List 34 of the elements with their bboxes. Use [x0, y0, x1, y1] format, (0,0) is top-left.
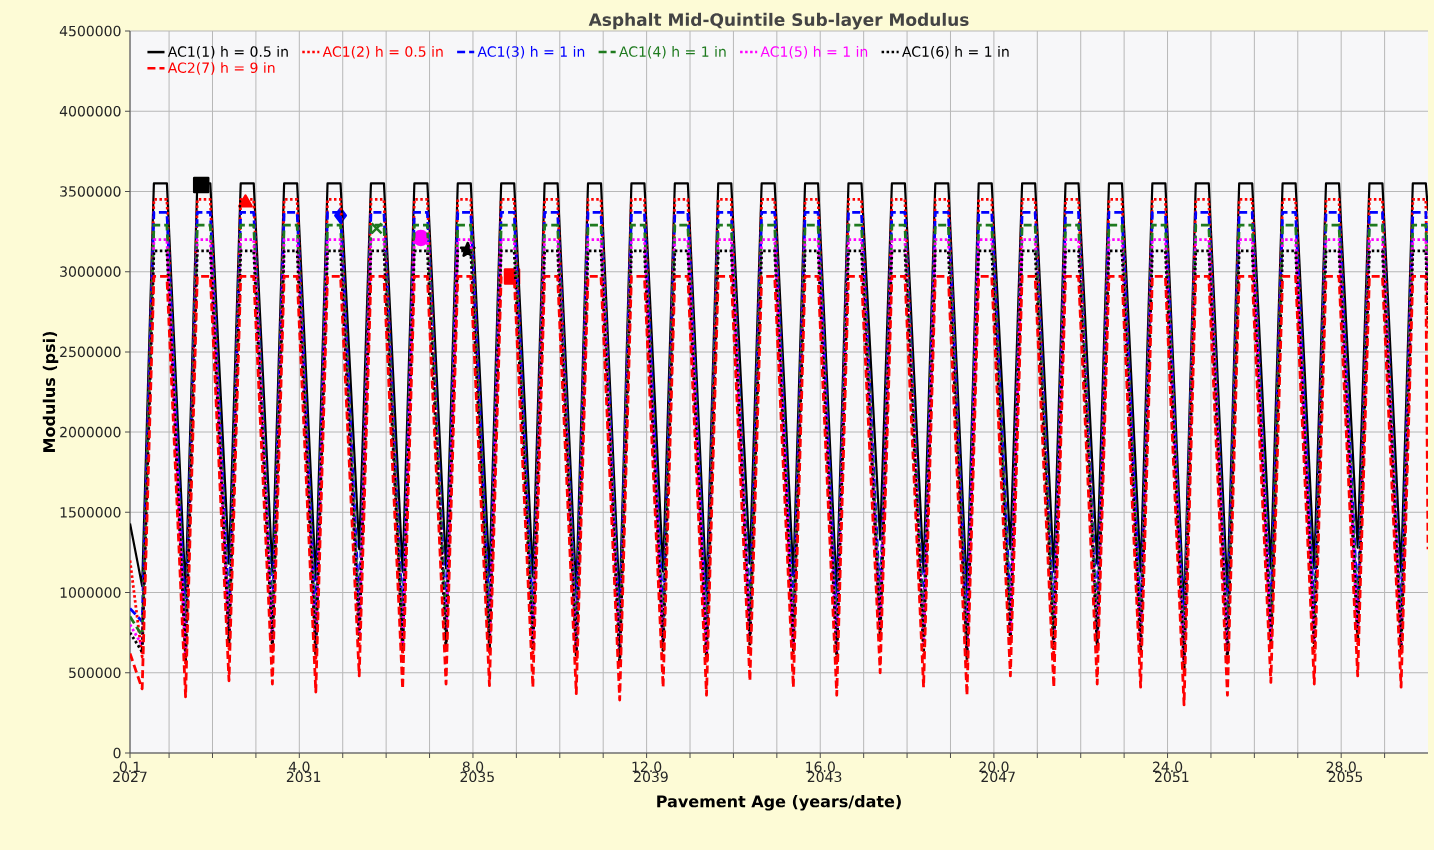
x2-tick-label: 2055 — [1328, 771, 1363, 783]
legend-label: AC2(7) h = 9 in — [167, 62, 275, 75]
chart-title: Asphalt Mid-Quintile Sub-layer Modulus — [588, 12, 969, 30]
legend-label: AC1(3) h = 1 in — [477, 46, 585, 59]
x2-tick-label: 2031 — [286, 771, 321, 783]
x-tick-label: 16.0 — [806, 761, 835, 773]
y-tick-label: 3000000 — [60, 266, 121, 277]
legend-label: AC1(2) h = 0.5 in — [322, 46, 443, 59]
x-axis-title: Pavement Age (years/date) — [657, 794, 901, 811]
y-tick-label: 0 — [113, 747, 121, 759]
y-tick-label: 4000000 — [59, 105, 121, 117]
y-tick-label: 1500000 — [60, 507, 121, 518]
legend-label: AC1(6) h = 1 in — [902, 46, 1009, 59]
legend-label: AC1(4) h = 1 in — [619, 46, 726, 59]
y-axis-title: Modulus (psi) — [42, 331, 59, 452]
x2-tick-label: 2043 — [807, 771, 842, 783]
x-tick-label: 0.1 — [119, 761, 140, 773]
legend-label: AC1(1) h = 0.5 in — [167, 46, 288, 59]
x2-tick-label: 2027 — [113, 771, 147, 783]
y-tick-label: 2000000 — [60, 426, 121, 438]
y-tick-label: 4500000 — [59, 25, 121, 37]
x2-tick-label: 2039 — [634, 771, 668, 783]
x-tick-label: 28.0 — [1326, 761, 1356, 773]
x-tick-label: 12.0 — [632, 761, 662, 773]
y-tick-label: 2500000 — [60, 346, 121, 358]
x2-tick-label: 2035 — [460, 771, 494, 783]
x-tick-label: 20.0 — [979, 761, 1009, 773]
x2-tick-label: 2047 — [981, 771, 1015, 783]
x-tick-label: 24.0 — [1152, 761, 1183, 773]
x2-tick-label: 2051 — [1155, 771, 1189, 783]
y-tick-label: 3500000 — [60, 186, 121, 197]
y-tick-label: 500000 — [69, 667, 121, 679]
legend-label: AC1(5) h = 1 in — [760, 46, 868, 59]
y-tick-label: 1000000 — [60, 587, 121, 598]
